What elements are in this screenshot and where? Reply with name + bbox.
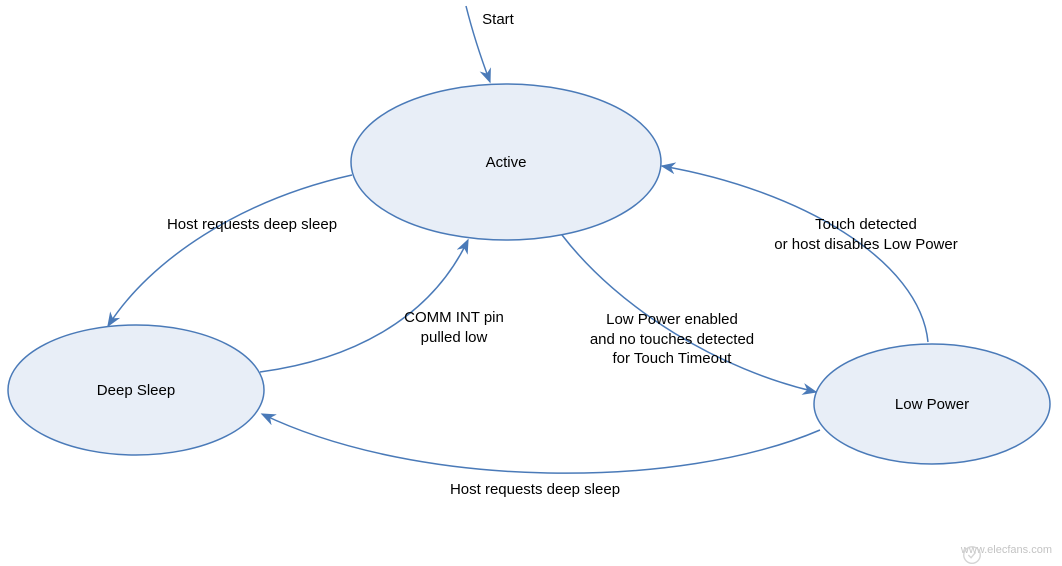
watermark: www.elecfans.com bbox=[961, 544, 1052, 556]
edge-label-deepsleep-to-active: COMM INT pin pulled low bbox=[334, 308, 574, 347]
edge-label-start: Start bbox=[378, 10, 618, 30]
edge-active-to-deepsleep bbox=[108, 175, 352, 326]
edge-lowpower-to-deepsleep bbox=[262, 414, 820, 473]
edge-label-active-to-deepsleep: Host requests deep sleep bbox=[132, 215, 372, 235]
edge-label-lowpower-to-deepsleep: Host requests deep sleep bbox=[415, 480, 655, 500]
edge-label-active-to-lowpower: Low Power enabled and no touches detecte… bbox=[552, 310, 792, 369]
state-label-active: Active bbox=[486, 154, 527, 171]
edge-label-lowpower-to-active: Touch detected or host disables Low Powe… bbox=[746, 215, 986, 254]
state-label-lowpower: Low Power bbox=[895, 396, 969, 413]
edge-deepsleep-to-active bbox=[260, 240, 468, 372]
state-label-deepsleep: Deep Sleep bbox=[97, 382, 175, 399]
